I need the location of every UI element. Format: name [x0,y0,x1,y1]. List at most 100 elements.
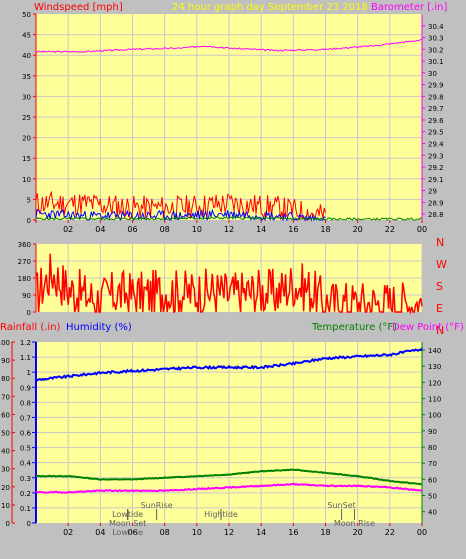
chart-title: 24 hour graph day September 23 2018 [172,2,368,13]
barometer-tick-label: 30.2 [428,46,444,54]
rain-tick-label: 1.2 [20,339,31,347]
humidity-tick-label: 20 [1,484,10,492]
humidity-tick-label: 90 [1,357,10,365]
wind-tick-label: 0 [27,217,31,225]
rain-tick-label: 0.5 [20,445,31,453]
direction-tick-label: 360 [18,241,31,249]
grid [36,14,423,220]
x-tick-label: 02 [63,225,73,234]
x-tick-label: 22 [385,528,395,537]
rainfall-axis-label: Rainfall (.in) [0,322,61,333]
barometer-tick-label: 29.8 [428,93,444,101]
wind-tick-label: 45 [22,32,31,40]
humidity-tick-label: 40 [1,448,10,456]
rain-tick-label: 0.6 [20,430,32,438]
wind-tick-label: 25 [22,114,31,122]
temperature-line [35,468,423,486]
compass-label: W [436,258,447,271]
x-tick-label: 12 [224,528,234,537]
humidity-axis-label: Humidity (%) [66,322,132,333]
x-tick-label: 08 [160,225,170,234]
x-tick-label: 04 [95,528,105,537]
rain-tick-label: 0.9 [20,384,31,392]
rain-tick-label: 1 [27,369,31,377]
x-tick-label: 14 [256,225,266,234]
barometer-tick-label: 30.1 [428,58,444,66]
wind-tick-label: 5 [27,196,31,204]
x-tick-label: 20 [353,225,363,234]
temp-tick-label: 50 [428,493,437,501]
humidity-tick-label: 60 [1,411,10,419]
barometer-tick-label: 29.4 [428,140,444,148]
wind-low-line [35,216,423,221]
x-tick-label: 00 [417,225,427,234]
temp-tick-label: 130 [428,363,441,371]
dewpoint-line [35,482,423,494]
humidity-tick-label: 100 [0,339,10,347]
x-tick-label: 18 [320,225,330,234]
grid [36,342,423,523]
direction-tick-label: 270 [18,258,31,266]
x-tick-label: 10 [192,528,202,537]
wind-tick-label: 35 [22,73,31,81]
series-layer [35,38,423,494]
barometer-tick-label: 28.9 [428,199,444,207]
x-tick-label: 02 [63,528,73,537]
x-tick-label: 06 [127,225,137,234]
wind-gust-line [35,190,326,221]
rain-tick-label: 0.7 [20,414,31,422]
temp-tick-label: 120 [428,379,441,387]
rain-tick-label: 0.3 [20,475,31,483]
temp-tick-label: 60 [428,476,437,484]
x-tick-label: 18 [320,528,330,537]
barometer-tick-label: 29.5 [428,129,444,137]
barometer-tick-label: 29.3 [428,152,444,160]
rain-tick-label: 1.1 [20,354,31,362]
humidity-tick-label: 70 [1,393,10,401]
barometer-tick-label: 30.3 [428,35,444,43]
rain-tick-label: 0.8 [20,399,31,407]
wind-tick-label: 20 [22,135,31,143]
x-tick-label: 20 [353,528,363,537]
annotation-label: SunSet [327,501,355,510]
temp-tick-label: 90 [428,428,437,436]
barometer-axis-label: Barometer [.in] [371,2,447,13]
barometer-tick-label: 29.9 [428,82,444,90]
annotation-label: SunRise [141,501,173,510]
x-tick-label: 00 [417,528,427,537]
wind-direction-line [35,253,423,315]
barometer-line [35,38,423,54]
direction-tick-label: 180 [18,275,31,283]
wind-tick-label: 50 [22,11,31,19]
rain-tick-label: 0 [27,520,31,528]
wind-tick-label: 40 [22,52,31,60]
humidity-tick-label: 30 [1,466,10,474]
barometer-tick-label: 30 [428,70,437,78]
windspeed-axis-label: Windspeed [mph] [34,2,123,13]
x-tick-label: 16 [288,225,298,234]
annotation-label: Moon Rise [334,519,375,528]
wind-tick-label: 15 [22,155,31,163]
x-tick-label: 08 [160,528,170,537]
wind-tick-label: 30 [22,93,31,101]
direction-tick-label: 0 [27,309,31,317]
x-tick-label: 14 [256,528,266,537]
x-tick-label: 04 [95,225,105,234]
temp-tick-label: 40 [428,509,437,517]
compass-label: N [436,324,444,337]
barometer-tick-label: 29.2 [428,164,444,172]
annotation-label: Moon Set [109,519,146,528]
x-tick-label: 10 [192,225,202,234]
direction-tick-label: 90 [22,292,31,300]
compass-label: N [436,236,444,249]
temp-tick-label: 70 [428,460,437,468]
temp-tick-label: 100 [428,412,441,420]
annotation-label: Low08e [112,528,143,537]
barometer-tick-label: 29 [428,188,437,196]
temp-tick-label: 110 [428,396,441,404]
barometer-tick-label: 30.4 [428,23,444,31]
